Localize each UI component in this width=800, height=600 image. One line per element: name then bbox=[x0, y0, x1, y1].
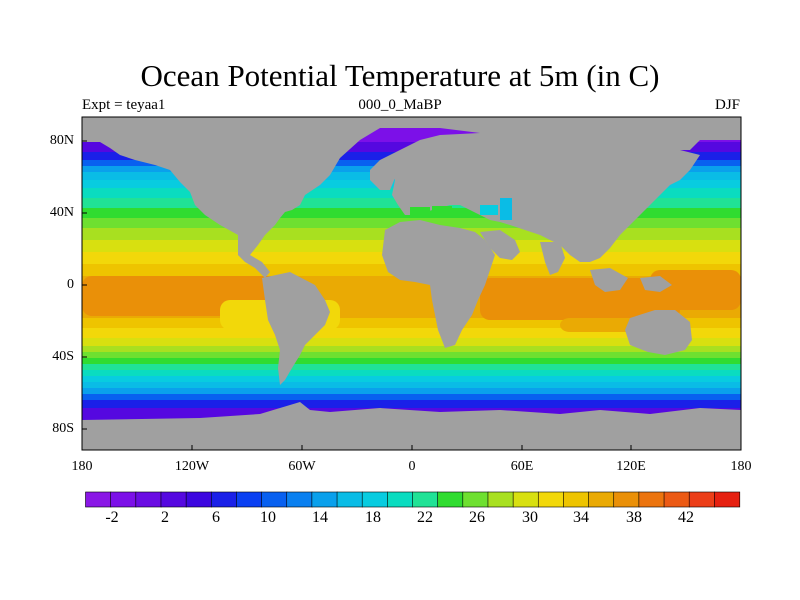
y-tick-40s: 40S bbox=[52, 349, 74, 364]
temperature-patch bbox=[560, 318, 640, 332]
temperature-band bbox=[82, 338, 741, 347]
temperature-band bbox=[82, 388, 741, 395]
colorbar-box bbox=[588, 491, 615, 508]
colorbar-label: 2 bbox=[161, 509, 169, 526]
time-label: 000_0_MaBP bbox=[358, 97, 442, 113]
y-tick-80s: 80S bbox=[52, 421, 74, 436]
colorbar-box bbox=[110, 491, 137, 508]
colorbar-label: 10 bbox=[260, 509, 276, 526]
colorbar-box bbox=[638, 491, 665, 508]
y-tick-80n: 80N bbox=[49, 133, 74, 148]
x-tick-0: 0 bbox=[408, 459, 416, 474]
land-polygon bbox=[82, 402, 741, 450]
x-tick-60w: 60W bbox=[288, 459, 316, 474]
colorbar-label: 18 bbox=[365, 509, 381, 526]
colorbar-label: 14 bbox=[312, 509, 328, 526]
colorbar-box bbox=[160, 491, 187, 508]
colorbar-box bbox=[462, 491, 489, 508]
x-tick-60e: 60E bbox=[510, 459, 534, 474]
land-polygon bbox=[382, 220, 495, 348]
y-tick-40n: 40N bbox=[49, 205, 74, 220]
temperature-patch bbox=[650, 270, 741, 310]
x-tick-180e: 180 bbox=[730, 459, 752, 474]
colorbar-box bbox=[412, 491, 439, 508]
colorbar-box bbox=[663, 491, 690, 508]
map-plot-area bbox=[82, 117, 741, 450]
temperature-band bbox=[82, 358, 741, 365]
colorbar-box bbox=[613, 491, 640, 508]
colorbar-box bbox=[336, 491, 363, 508]
colorbar-box bbox=[512, 491, 539, 508]
land-polygon bbox=[262, 272, 330, 385]
colorbar-label: 30 bbox=[522, 509, 538, 526]
inland-sea bbox=[410, 207, 430, 215]
colorbar-box bbox=[361, 491, 388, 508]
colorbar-box bbox=[236, 491, 263, 508]
colorbar-label: 26 bbox=[469, 509, 485, 526]
land-polygon bbox=[390, 136, 700, 262]
inland-sea bbox=[500, 198, 512, 220]
land-polygon bbox=[82, 117, 741, 260]
land-polygon bbox=[480, 230, 520, 260]
temperature-band bbox=[82, 394, 741, 401]
land-polygon bbox=[590, 268, 628, 292]
land-polygon bbox=[625, 310, 692, 355]
temperature-band bbox=[82, 400, 741, 409]
colorbar-box bbox=[261, 491, 288, 508]
colorbar-box bbox=[135, 491, 162, 508]
x-tick-180w: 180 bbox=[71, 459, 93, 474]
temperature-patch bbox=[480, 278, 680, 320]
colorbar-box bbox=[85, 491, 112, 508]
colorbar-box bbox=[688, 491, 715, 508]
colorbar-boxes bbox=[85, 491, 741, 508]
colorbar-box bbox=[563, 491, 590, 508]
colorbar-box bbox=[537, 491, 565, 508]
land-polygon bbox=[640, 276, 672, 292]
x-tick-120e: 120E bbox=[616, 459, 646, 474]
map-title: Ocean Potential Temperature at 5m (in C) bbox=[140, 58, 660, 93]
axis-ticks bbox=[81, 140, 742, 450]
colorbar-box bbox=[387, 491, 414, 508]
colorbar-box bbox=[210, 491, 238, 508]
x-tick-120w: 120W bbox=[174, 459, 210, 474]
colorbar-label: 38 bbox=[626, 509, 642, 526]
temperature-band bbox=[82, 370, 741, 377]
colorbar-label: 34 bbox=[573, 509, 589, 526]
temperature-band bbox=[82, 318, 741, 329]
temperature-band bbox=[82, 352, 741, 359]
land-polygon bbox=[238, 255, 270, 278]
temperature-band bbox=[82, 346, 741, 353]
temperature-band bbox=[82, 328, 741, 339]
land-mask bbox=[82, 117, 741, 450]
colorbar-box bbox=[714, 491, 741, 508]
colorbar-box bbox=[185, 491, 212, 508]
inland-sea bbox=[432, 206, 452, 214]
colorbar-label: 42 bbox=[678, 509, 694, 526]
colorbar-label: 22 bbox=[417, 509, 433, 526]
experiment-label: Expt = teyaa1 bbox=[82, 97, 166, 113]
colorbar-label: 6 bbox=[212, 509, 220, 526]
colorbar-box bbox=[286, 491, 313, 508]
y-tick-0: 0 bbox=[67, 277, 74, 292]
temperature-band bbox=[82, 364, 741, 371]
temperature-band bbox=[82, 382, 741, 389]
land-polygon bbox=[540, 242, 565, 275]
inland-sea bbox=[480, 205, 498, 215]
temperature-band bbox=[82, 376, 741, 383]
season-label: DJF bbox=[714, 97, 740, 113]
colorbar-box bbox=[311, 491, 338, 508]
colorbar-box bbox=[437, 491, 464, 508]
colorbar-label: -2 bbox=[105, 509, 119, 526]
colorbar-box bbox=[487, 491, 514, 508]
